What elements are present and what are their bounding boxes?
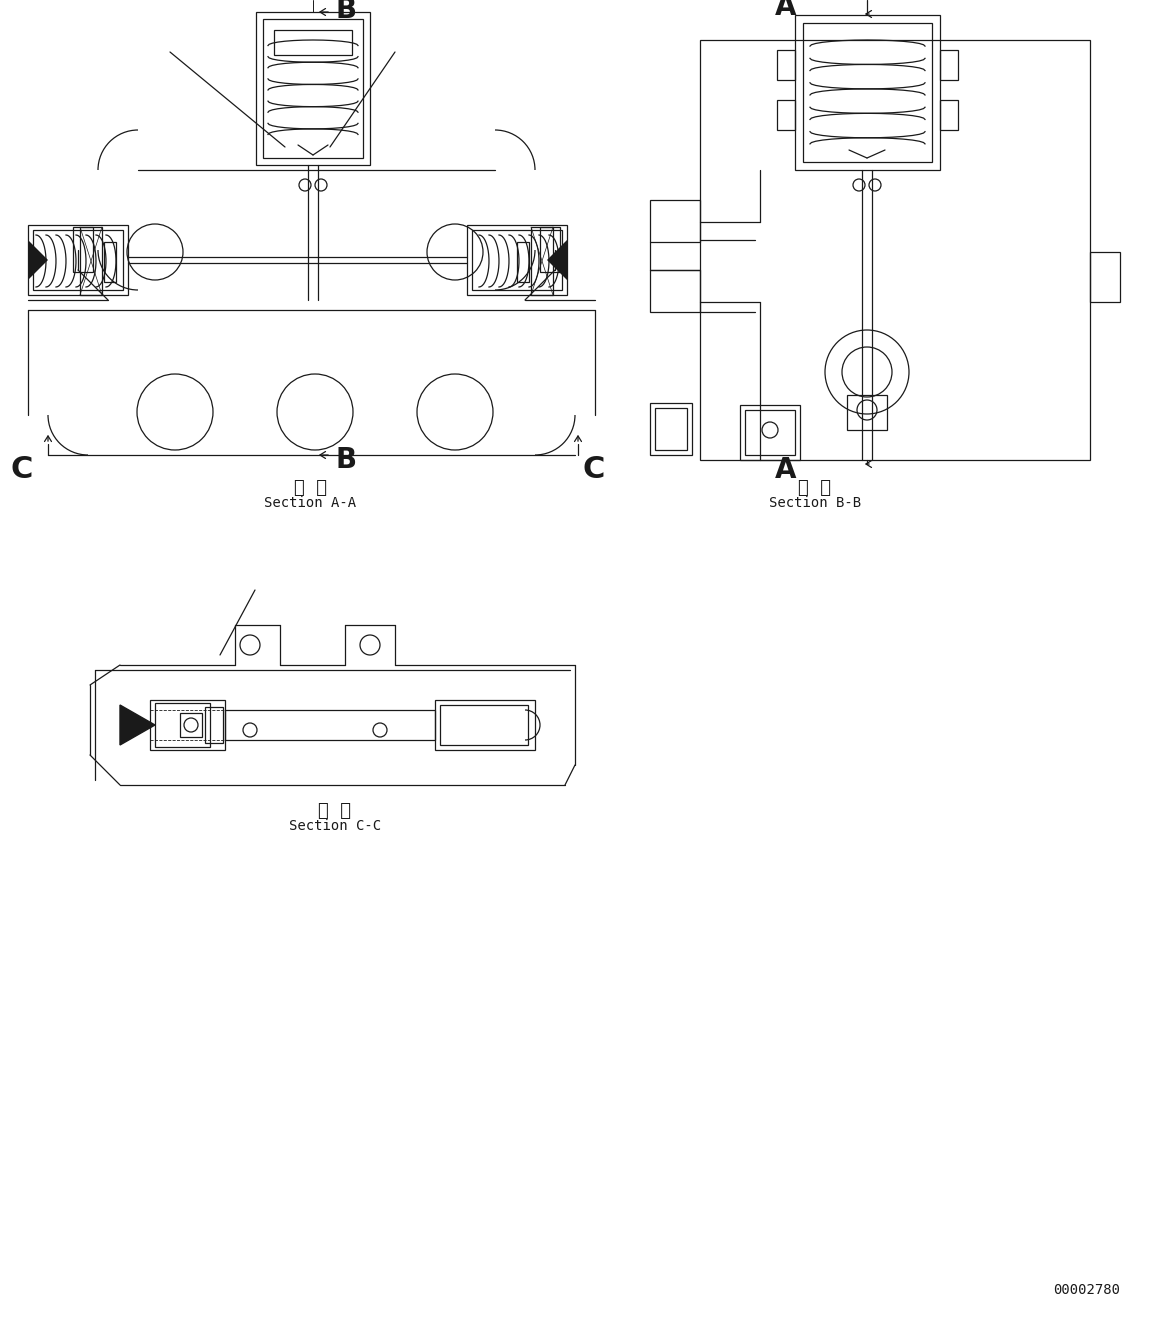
Bar bbox=[440, 705, 528, 746]
Text: A: A bbox=[775, 456, 797, 484]
Bar bbox=[256, 12, 370, 165]
Bar bbox=[28, 225, 128, 295]
Bar bbox=[73, 227, 93, 272]
Bar bbox=[205, 707, 223, 743]
Bar bbox=[224, 710, 435, 740]
Text: Section C-C: Section C-C bbox=[288, 820, 381, 833]
Bar bbox=[802, 22, 932, 163]
Text: Section B-B: Section B-B bbox=[769, 496, 861, 510]
Bar bbox=[650, 403, 692, 455]
Bar bbox=[655, 408, 687, 449]
Text: 00002780: 00002780 bbox=[1053, 1282, 1120, 1297]
Bar bbox=[468, 225, 568, 295]
Bar bbox=[80, 227, 102, 295]
Bar bbox=[650, 270, 700, 312]
Text: 断  面: 断 面 bbox=[293, 479, 327, 497]
Bar bbox=[104, 242, 116, 282]
Bar bbox=[518, 242, 529, 282]
Bar bbox=[777, 50, 795, 81]
Text: B: B bbox=[335, 446, 356, 475]
Bar bbox=[1090, 253, 1120, 301]
Bar bbox=[472, 230, 562, 290]
Bar bbox=[33, 230, 123, 290]
Bar bbox=[745, 410, 795, 455]
Bar bbox=[940, 50, 958, 81]
Text: Section A-A: Section A-A bbox=[264, 496, 356, 510]
Text: 断  面: 断 面 bbox=[799, 479, 832, 497]
Bar bbox=[777, 100, 795, 130]
Bar bbox=[531, 227, 552, 295]
Bar bbox=[540, 227, 561, 272]
Bar bbox=[700, 40, 1090, 460]
Bar bbox=[274, 30, 352, 56]
Text: 断  面: 断 面 bbox=[319, 802, 351, 820]
Bar bbox=[435, 701, 535, 750]
Bar bbox=[150, 701, 224, 750]
Bar bbox=[795, 15, 940, 171]
Bar bbox=[940, 100, 958, 130]
Text: C: C bbox=[583, 456, 606, 484]
Bar bbox=[155, 703, 211, 747]
Bar bbox=[180, 713, 202, 736]
Bar bbox=[263, 19, 363, 159]
Bar bbox=[847, 395, 887, 430]
Text: C: C bbox=[10, 456, 33, 484]
Bar bbox=[650, 200, 700, 242]
Polygon shape bbox=[120, 705, 155, 746]
Bar bbox=[740, 405, 800, 460]
Polygon shape bbox=[28, 241, 48, 280]
Polygon shape bbox=[547, 241, 568, 280]
Text: A: A bbox=[775, 0, 797, 21]
Text: B: B bbox=[335, 0, 356, 24]
